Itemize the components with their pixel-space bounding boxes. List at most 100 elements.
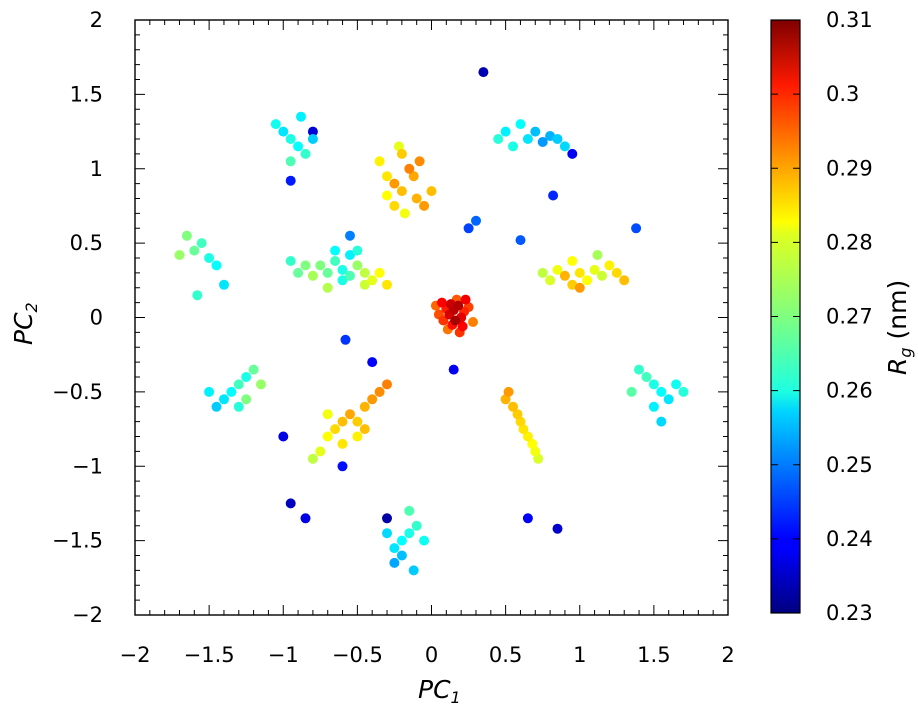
data-point <box>296 111 306 122</box>
data-point <box>374 267 385 278</box>
data-point <box>419 535 430 546</box>
colorbar-tick-label: 0.27 <box>826 305 873 329</box>
data-point <box>515 235 526 246</box>
data-point <box>567 256 578 266</box>
data-point <box>552 264 563 275</box>
data-point <box>367 357 378 368</box>
data-point <box>656 386 667 397</box>
data-point <box>448 364 459 375</box>
x-tick-label: 1 <box>573 643 586 667</box>
data-point <box>345 230 355 241</box>
data-point <box>337 275 348 286</box>
data-point <box>592 250 603 260</box>
data-point <box>382 171 392 182</box>
data-point <box>414 156 425 167</box>
data-point <box>589 264 600 275</box>
data-point <box>352 260 363 271</box>
data-point <box>671 379 682 390</box>
data-point <box>508 141 518 152</box>
data-point <box>330 256 341 266</box>
data-point <box>204 386 215 397</box>
data-point <box>678 386 689 397</box>
data-point <box>559 141 570 152</box>
data-point <box>648 401 659 412</box>
data-point <box>382 528 392 539</box>
y-tick-label: −1.5 <box>52 529 103 553</box>
colorbar-ticks <box>771 19 800 614</box>
data-point <box>648 379 659 390</box>
data-point <box>567 148 578 159</box>
data-point <box>471 215 481 226</box>
data-point <box>478 67 489 78</box>
data-point <box>270 119 281 130</box>
x-axis-label: PC1 <box>418 675 461 707</box>
colorbar-tick-label: 0.31 <box>826 8 873 32</box>
data-point <box>382 379 392 390</box>
data-point <box>359 267 370 278</box>
data-point <box>285 175 296 186</box>
data-point <box>634 364 644 375</box>
data-point <box>389 557 400 568</box>
colorbar-tick-label: 0.29 <box>826 156 873 180</box>
x-tick-labels: −2 −1.5 −1 −0.5 0 0.5 1 1.5 2 <box>120 643 735 667</box>
data-point <box>460 294 471 305</box>
data-point <box>408 171 419 182</box>
data-point <box>181 230 192 241</box>
data-point <box>322 431 333 442</box>
data-point <box>512 409 523 420</box>
x-tick-label: −1.5 <box>184 643 235 667</box>
data-point <box>537 267 548 278</box>
data-point <box>322 409 333 420</box>
data-point <box>382 513 392 524</box>
data-point <box>396 550 407 561</box>
data-point <box>527 438 538 449</box>
data-point <box>256 379 266 390</box>
data-point <box>522 431 533 442</box>
x-tick-label: 2 <box>721 643 734 667</box>
data-point <box>345 270 355 281</box>
data-point <box>330 424 341 435</box>
data-point <box>515 119 526 130</box>
data-point <box>278 126 289 137</box>
data-point <box>315 446 326 457</box>
data-point <box>396 535 407 546</box>
data-point <box>322 282 333 293</box>
colorbar-tick-label: 0.24 <box>826 527 873 551</box>
data-point <box>285 134 296 144</box>
data-point <box>337 461 348 472</box>
data-point <box>219 394 229 405</box>
y-tick-label: 1.5 <box>70 82 103 106</box>
data-point <box>374 156 385 167</box>
data-point <box>626 386 637 397</box>
x-tick-label: 1.5 <box>637 643 670 667</box>
data-point <box>204 253 215 263</box>
y-tick-label: 0.5 <box>70 231 103 255</box>
data-point <box>337 438 348 449</box>
data-point <box>367 394 378 405</box>
data-point <box>241 394 252 405</box>
data-point <box>330 245 341 256</box>
data-point <box>293 267 304 278</box>
data-point <box>656 416 667 427</box>
data-point <box>411 520 422 531</box>
data-point <box>396 148 407 159</box>
data-point <box>404 528 415 539</box>
data-point <box>293 141 304 152</box>
data-point <box>285 256 296 266</box>
data-point <box>307 126 318 137</box>
data-point <box>233 379 244 390</box>
data-point <box>552 523 563 534</box>
x-tick-label: 0 <box>425 643 438 667</box>
data-point <box>300 260 311 271</box>
data-point <box>582 275 593 286</box>
colorbar-tick-label: 0.23 <box>826 601 873 625</box>
data-point <box>352 431 363 442</box>
data-point <box>285 156 296 167</box>
data-point <box>518 424 529 435</box>
data-point <box>537 137 548 147</box>
data-point <box>307 270 318 281</box>
data-point <box>248 364 259 375</box>
colorbar-label: Rg(nm) <box>883 280 915 375</box>
x-tick-label: −2 <box>120 643 151 667</box>
